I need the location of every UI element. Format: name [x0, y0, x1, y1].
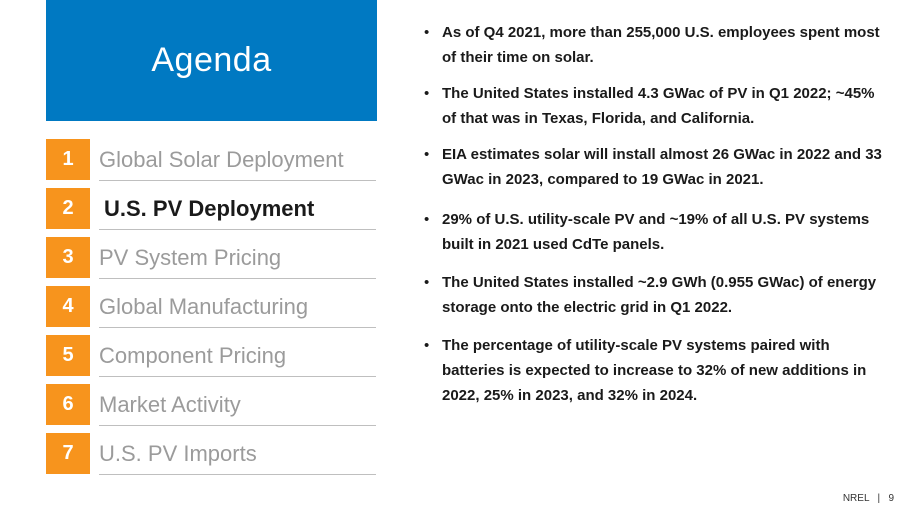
footer: NREL | 9 — [843, 493, 894, 504]
agenda-item-label: Market Activity — [99, 392, 241, 417]
agenda-item-label: Global Solar Deployment — [99, 147, 344, 172]
bullet-item: The United States installed ~2.9 GWh (0.… — [422, 270, 892, 320]
footer-separator: | — [877, 493, 881, 504]
agenda-item-label: U.S. PV Deployment — [104, 196, 315, 221]
agenda-item-us-pv-deployment[interactable]: 2 U.S. PV Deployment — [46, 188, 376, 230]
agenda-item-number: 6 — [46, 384, 90, 425]
page-number: 9 — [888, 493, 894, 504]
divider — [99, 180, 376, 181]
bullet-item: 29% of U.S. utility-scale PV and ~19% of… — [422, 207, 892, 257]
bullet-item: As of Q4 2021, more than 255,000 U.S. em… — [422, 20, 892, 70]
agenda-item-global-manufacturing[interactable]: 4 Global Manufacturing — [46, 286, 376, 328]
agenda-item-component-pricing[interactable]: 5 Component Pricing — [46, 335, 376, 377]
page-title: Agenda — [151, 41, 272, 79]
divider — [99, 229, 376, 230]
agenda-item-market-activity[interactable]: 6 Market Activity — [46, 384, 376, 426]
agenda-list: 1 Global Solar Deployment 2 U.S. PV Depl… — [46, 139, 376, 482]
agenda-item-number: 1 — [46, 139, 90, 180]
agenda-item-label: U.S. PV Imports — [99, 441, 257, 466]
footer-org: NREL — [842, 493, 870, 504]
bullet-item: EIA estimates solar will install almost … — [422, 142, 892, 192]
agenda-item-us-pv-imports[interactable]: 7 U.S. PV Imports — [46, 433, 376, 475]
agenda-item-number: 3 — [46, 237, 90, 278]
bullet-item: The United States installed 4.3 GWac of … — [422, 81, 892, 131]
agenda-item-label: Component Pricing — [99, 343, 287, 368]
divider — [99, 474, 376, 475]
agenda-item-label: Global Manufacturing — [99, 294, 309, 319]
agenda-item-global-solar-deployment[interactable]: 1 Global Solar Deployment — [46, 139, 376, 181]
agenda-item-number: 5 — [46, 335, 90, 376]
agenda-item-pv-system-pricing[interactable]: 3 PV System Pricing — [46, 237, 376, 279]
title-banner: Agenda — [46, 0, 377, 121]
agenda-item-number: 4 — [46, 286, 90, 327]
divider — [99, 327, 376, 328]
divider — [99, 425, 376, 426]
bullet-list: As of Q4 2021, more than 255,000 U.S. em… — [422, 20, 892, 408]
divider — [99, 278, 376, 279]
agenda-item-number: 2 — [46, 188, 90, 229]
agenda-item-number: 7 — [46, 433, 90, 474]
divider — [99, 376, 376, 377]
agenda-item-label: PV System Pricing — [99, 245, 282, 270]
bullet-item: The percentage of utility-scale PV syste… — [422, 333, 892, 408]
